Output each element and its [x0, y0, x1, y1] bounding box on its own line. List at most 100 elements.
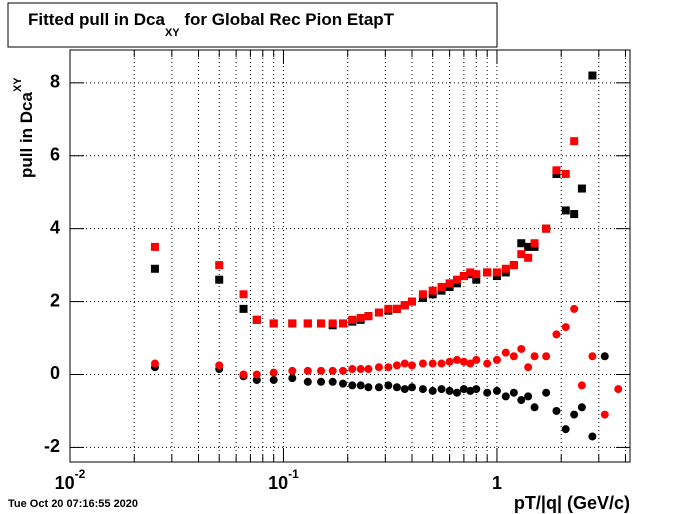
- data-point: [303, 319, 312, 328]
- data-point: [472, 275, 481, 284]
- data-point: [356, 381, 365, 390]
- data-point: [269, 368, 278, 377]
- data-point: [269, 319, 278, 328]
- data-point: [483, 268, 492, 277]
- data-point: [364, 365, 373, 374]
- data-point: [509, 388, 518, 397]
- data-point: [492, 386, 501, 395]
- data-point: [328, 366, 337, 375]
- data-point: [400, 301, 409, 310]
- data-point: [483, 359, 492, 368]
- data-point: [437, 282, 446, 291]
- data-point: [364, 312, 373, 321]
- data-point: [517, 396, 526, 405]
- data-point: [328, 377, 337, 386]
- data-point: [400, 359, 409, 368]
- y-tick-label: 6: [50, 144, 60, 164]
- data-point: [288, 374, 297, 383]
- data-point: [317, 319, 326, 328]
- data-point: [472, 270, 481, 279]
- data-point: [150, 264, 159, 273]
- data-point: [561, 323, 570, 332]
- data-point: [459, 357, 468, 366]
- data-point: [524, 253, 533, 262]
- data-point: [600, 352, 609, 361]
- data-point: [453, 355, 462, 364]
- data-point: [530, 403, 539, 412]
- data-point: [239, 304, 248, 313]
- data-point: [239, 370, 248, 379]
- data-point: [400, 385, 409, 394]
- data-point: [392, 304, 401, 313]
- data-point: [348, 365, 357, 374]
- data-point: [252, 375, 261, 384]
- data-point: [392, 383, 401, 392]
- data-point: [517, 344, 526, 353]
- data-point: [453, 275, 462, 284]
- data-point: [408, 361, 417, 370]
- data-point: [303, 366, 312, 375]
- data-point: [303, 377, 312, 386]
- data-point: [501, 264, 510, 273]
- data-point: [437, 385, 446, 394]
- y-tick-label: 8: [50, 72, 60, 92]
- chart-title: Fitted pull in DcaXY for Global Rec Pion…: [28, 10, 395, 38]
- data-point: [588, 71, 597, 80]
- title-rest: for Global Rec Pion EtapT: [180, 10, 395, 29]
- data-point: [459, 272, 468, 281]
- data-point: [239, 290, 248, 299]
- data-point: [348, 381, 357, 390]
- data-point: [492, 268, 501, 277]
- data-point: [338, 319, 347, 328]
- data-point: [445, 279, 454, 288]
- data-point: [509, 261, 518, 270]
- data-point: [150, 242, 159, 251]
- data-point: [288, 319, 297, 328]
- data-point: [588, 432, 597, 441]
- data-point: [501, 348, 510, 357]
- data-point: [530, 352, 539, 361]
- data-point: [517, 239, 526, 248]
- data-point: [428, 386, 437, 395]
- x-tick-label: 1: [492, 473, 502, 493]
- data-point: [561, 169, 570, 178]
- data-point: [328, 319, 337, 328]
- timestamp: Tue Oct 20 07:16:55 2020: [8, 498, 138, 510]
- data-point: [392, 361, 401, 370]
- data-point: [418, 359, 427, 368]
- data-point: [408, 297, 417, 306]
- data-point: [356, 313, 365, 322]
- data-point: [215, 361, 224, 370]
- data-point: [317, 377, 326, 386]
- data-point: [215, 261, 224, 270]
- data-point: [552, 330, 561, 339]
- data-point: [269, 375, 278, 384]
- x-tick-label: 10-2: [55, 467, 86, 493]
- y-tick-label: -2: [44, 436, 60, 456]
- data-point: [524, 392, 533, 401]
- data-point: [552, 406, 561, 415]
- data-point: [428, 359, 437, 368]
- data-point: [445, 386, 454, 395]
- data-point: [614, 385, 623, 394]
- x-tick-base: 10: [55, 473, 75, 493]
- data-point: [530, 239, 539, 248]
- data-point: [215, 275, 224, 284]
- data-point: [524, 242, 533, 251]
- data-point: [453, 388, 462, 397]
- data-point: [570, 304, 579, 313]
- data-point: [428, 286, 437, 295]
- data-point: [561, 425, 570, 434]
- data-point: [600, 410, 609, 419]
- data-point: [252, 315, 261, 324]
- data-point: [150, 359, 159, 368]
- data-point: [384, 304, 393, 313]
- y-tick-label: 4: [50, 217, 60, 237]
- data-point: [577, 184, 586, 193]
- x-axis-label: pT/|q| (GeV/c): [514, 493, 630, 513]
- data-point: [437, 359, 446, 368]
- data-point: [384, 363, 393, 372]
- data-point: [252, 370, 261, 379]
- data-point: [288, 366, 297, 375]
